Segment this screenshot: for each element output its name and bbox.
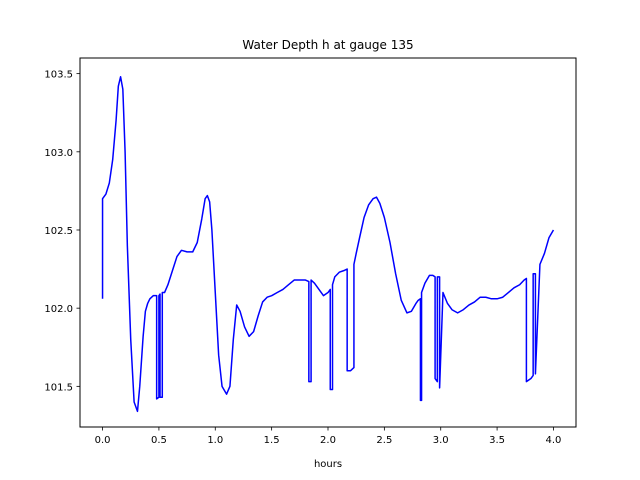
series-line <box>101 76 555 413</box>
y-tick-label: 103.0 <box>44 148 73 159</box>
x-tick-label: 2.0 <box>320 435 336 446</box>
y-tick-label: 102.5 <box>44 226 73 237</box>
y-tick-label: 101.5 <box>44 382 73 393</box>
x-tick-label: 1.0 <box>207 435 223 446</box>
x-tick-label: 2.5 <box>376 435 392 446</box>
x-tick-label: 3.0 <box>433 435 449 446</box>
x-axis: 0.0 0.5 1.0 1.5 2.0 2.5 3.0 3.5 4.0 <box>95 427 562 446</box>
data-layer <box>101 76 555 413</box>
chart-title: Water Depth h at gauge 135 <box>242 38 413 52</box>
x-tick-label: 4.0 <box>546 435 562 446</box>
x-axis-label: hours <box>314 459 342 470</box>
y-axis: 101.5 102.0 102.5 103.0 103.5 <box>44 70 80 393</box>
x-tick-label: 1.5 <box>264 435 280 446</box>
y-tick-label: 102.0 <box>44 304 73 315</box>
x-tick-label: 0.0 <box>95 435 111 446</box>
x-tick-label: 0.5 <box>151 435 167 446</box>
x-tick-label: 3.5 <box>489 435 505 446</box>
y-tick-label: 103.5 <box>44 70 73 81</box>
